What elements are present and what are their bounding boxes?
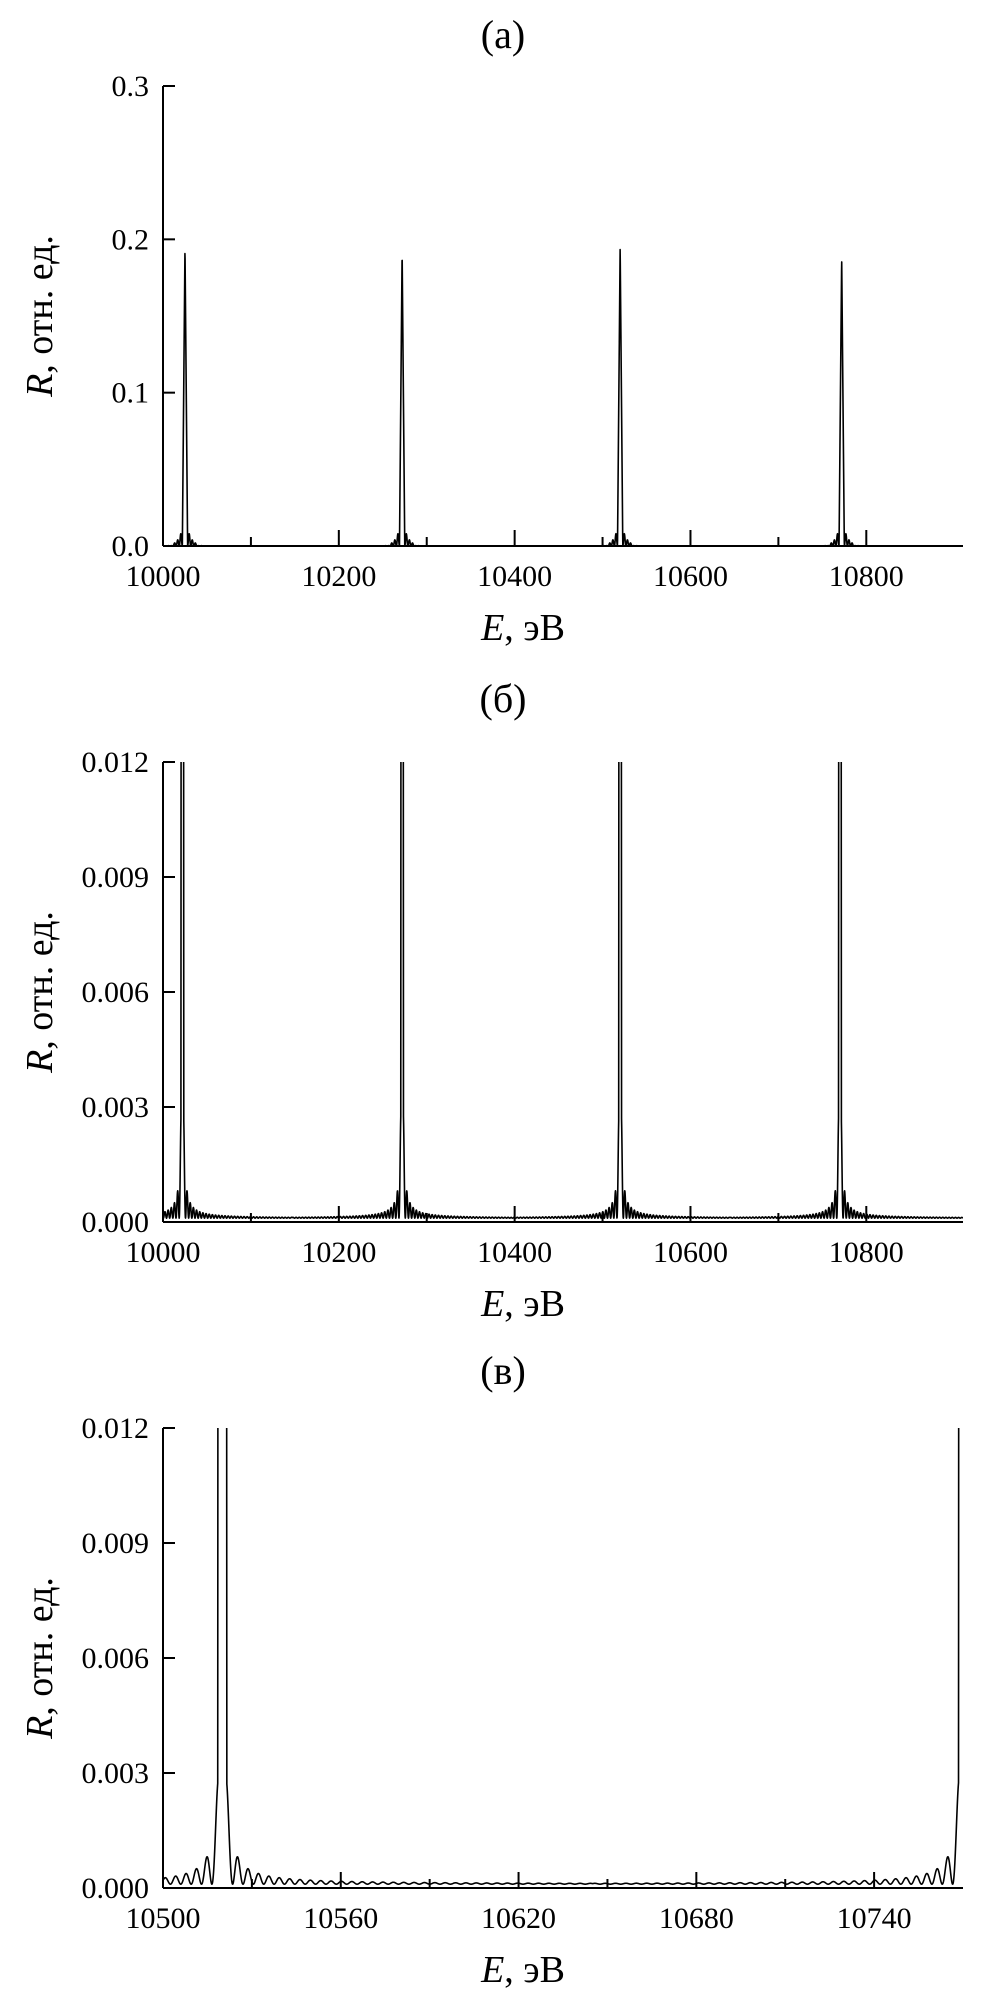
series-line xyxy=(163,248,963,546)
y-tick-label: 0.3 xyxy=(112,70,150,103)
x-tick-label: 10800 xyxy=(829,560,904,593)
y-tick-label: 0.2 xyxy=(112,223,150,256)
y-axis-label: R, отн. ед. xyxy=(19,1577,61,1740)
panel-label: (б) xyxy=(480,676,527,721)
x-axis-label: E, эВ xyxy=(480,1283,565,1325)
y-axis-label: R, отн. ед. xyxy=(19,235,61,398)
x-axis-label: E, эВ xyxy=(480,607,565,649)
chart-panel-1: (б) 0.000 0.003 0.006 0.009 0.012 10000 10200 10… xyxy=(19,676,963,1325)
x-tick-label: 10200 xyxy=(301,560,376,593)
x-tick-label: 10000 xyxy=(126,1236,201,1269)
series-line xyxy=(163,762,963,1219)
y-tick-label: 0.000 xyxy=(82,1872,150,1905)
y-tick-label: 0.009 xyxy=(82,1527,150,1560)
chart-panel-2: (в) 0.000 0.003 0.006 0.009 0.012 10500 10560 10… xyxy=(19,1348,963,1991)
chart-panel-0: (а) 0.0 0.1 0.2 0.3 10000 10200 10400 10600 10800… xyxy=(19,12,963,649)
x-tick-label: 10400 xyxy=(477,560,552,593)
x-tick-label: 10680 xyxy=(659,1902,734,1935)
x-tick-label: 10000 xyxy=(126,560,201,593)
y-tick-label: 0.012 xyxy=(82,1412,150,1445)
y-tick-label: 0.012 xyxy=(82,746,150,779)
y-tick-label: 0.006 xyxy=(82,976,150,1009)
x-tick-label: 10620 xyxy=(481,1902,556,1935)
x-tick-label: 10200 xyxy=(301,1236,376,1269)
y-tick-label: 0.1 xyxy=(112,377,150,410)
panel-label: (а) xyxy=(481,12,525,57)
x-tick-label: 10800 xyxy=(829,1236,904,1269)
x-tick-label: 10600 xyxy=(653,560,728,593)
y-tick-label: 0.003 xyxy=(82,1757,150,1790)
x-tick-label: 10740 xyxy=(837,1902,912,1935)
x-axis-label: E, эВ xyxy=(480,1949,565,1991)
x-tick-label: 10400 xyxy=(477,1236,552,1269)
y-axis-label: R, отн. ед. xyxy=(19,911,61,1074)
x-tick-label: 10500 xyxy=(126,1902,201,1935)
x-tick-label: 10600 xyxy=(653,1236,728,1269)
panel-label: (в) xyxy=(480,1348,526,1393)
y-tick-label: 0.0 xyxy=(112,530,150,563)
x-tick-label: 10560 xyxy=(303,1902,378,1935)
y-tick-label: 0.003 xyxy=(82,1091,150,1124)
series-line xyxy=(163,1428,960,1885)
y-tick-label: 0.006 xyxy=(82,1642,150,1675)
y-tick-label: 0.009 xyxy=(82,861,150,894)
y-tick-label: 0.000 xyxy=(82,1206,150,1239)
